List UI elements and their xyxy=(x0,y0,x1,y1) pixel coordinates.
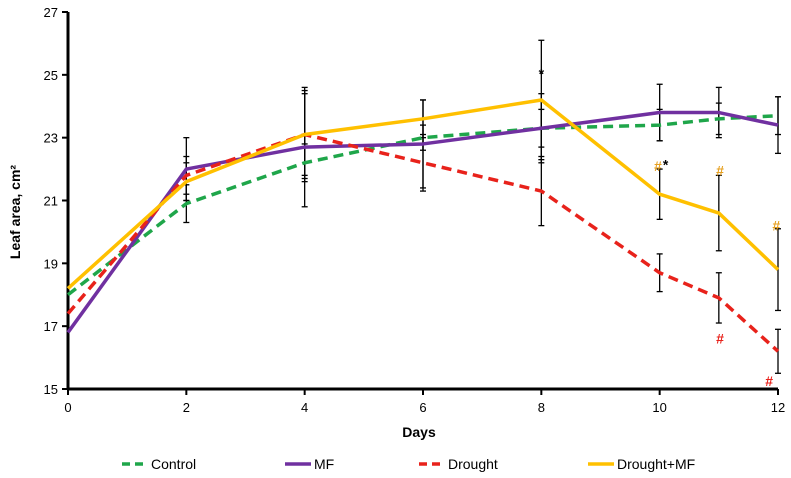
x-tick-label: 12 xyxy=(771,400,785,415)
x-tick-label: 4 xyxy=(301,400,308,415)
significance-mark: # xyxy=(716,163,724,179)
x-tick-label: 8 xyxy=(538,400,545,415)
x-tick-label: 10 xyxy=(652,400,666,415)
annotations: *# * #### xyxy=(539,65,781,389)
y-tick-label: 19 xyxy=(44,256,58,271)
axes: 15 17 19 21 23 25 27 0 2 4 6 8 10 12 xyxy=(44,5,786,415)
series-line-mf xyxy=(66,110,779,334)
legend-label: Drought xyxy=(448,456,498,472)
error-bars xyxy=(183,39,781,374)
y-tick-label: 25 xyxy=(44,68,58,83)
legend-label: MF xyxy=(314,456,334,472)
series-line-drought xyxy=(66,132,780,353)
y-tick-label: 15 xyxy=(44,382,58,397)
legend-label: Drought+MF xyxy=(617,456,695,472)
legend-label: Control xyxy=(151,456,196,472)
significance-mark: # xyxy=(772,218,780,234)
significance-mark: * xyxy=(663,156,669,172)
x-tick-label: 6 xyxy=(419,400,426,415)
y-tick-label: 27 xyxy=(44,5,58,20)
series-line-drought-mf xyxy=(66,98,780,290)
y-tick-label: 23 xyxy=(44,131,58,146)
significance-mark: # xyxy=(716,331,724,347)
series-line-control xyxy=(66,113,779,297)
x-tick-label: 2 xyxy=(183,400,190,415)
y-tick-label: 21 xyxy=(44,194,58,209)
y-tick-label: 17 xyxy=(44,319,58,334)
y-axis-label: Leaf area, cm² xyxy=(7,165,23,259)
significance-mark: # xyxy=(765,373,773,389)
x-tick-label: 0 xyxy=(64,400,71,415)
legend: Control MF Drought Drought+MF xyxy=(122,456,695,472)
x-axis-label: Days xyxy=(402,424,436,440)
significance-mark: # xyxy=(654,158,662,174)
series-lines xyxy=(66,98,780,353)
significance-mark: * xyxy=(539,65,545,81)
